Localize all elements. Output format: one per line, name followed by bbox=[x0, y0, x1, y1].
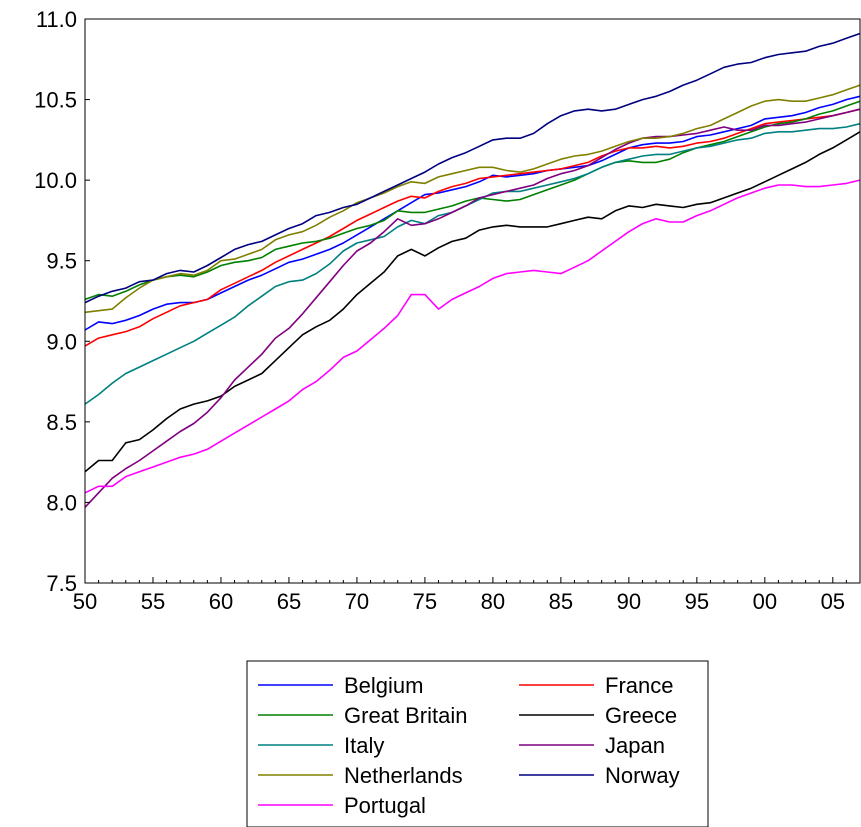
series-line-belgium bbox=[84, 95, 861, 331]
y-tick-label: 8.0 bbox=[46, 490, 77, 515]
legend-label: Great Britain bbox=[344, 703, 468, 728]
y-tick-label: 11.0 bbox=[36, 7, 77, 32]
x-tick-label: 75 bbox=[413, 589, 437, 614]
x-tick-label: 05 bbox=[821, 589, 845, 614]
series-line-japan bbox=[84, 108, 861, 508]
x-tick-label: 95 bbox=[685, 589, 709, 614]
legend-label: Italy bbox=[344, 733, 384, 758]
series-line-france bbox=[84, 108, 861, 347]
legend-label: Greece bbox=[605, 703, 677, 728]
x-tick-label: 60 bbox=[209, 589, 233, 614]
y-tick-label: 9.5 bbox=[46, 249, 77, 274]
series-line-portugal bbox=[84, 179, 861, 494]
x-tick-label: 00 bbox=[753, 589, 777, 614]
x-axis: 50 55 60 65 70 75 80 85 90 95 00 05 bbox=[73, 577, 861, 614]
y-axis: 7.5 8.0 8.5 9.0 9.5 10.0 10.5 11.0 bbox=[34, 7, 90, 596]
x-tick-label: 70 bbox=[345, 589, 369, 614]
x-tick-label: 80 bbox=[481, 589, 505, 614]
series-lines bbox=[84, 32, 861, 508]
y-tick-label: 7.5 bbox=[46, 571, 77, 596]
legend-label: Portugal bbox=[344, 793, 426, 818]
series-line-greece bbox=[84, 131, 861, 473]
legend-box bbox=[246, 660, 709, 827]
series-line-netherlands bbox=[84, 84, 861, 314]
series-line-great-britain bbox=[84, 100, 861, 301]
legend: Belgium France Great Britain Greece Italy Jap… bbox=[246, 660, 709, 827]
x-tick-label: 85 bbox=[549, 589, 573, 614]
legend-label: France bbox=[605, 673, 673, 698]
legend-label: Japan bbox=[605, 733, 665, 758]
series-line-italy bbox=[84, 122, 861, 405]
x-tick-label: 90 bbox=[617, 589, 641, 614]
x-tick-label: 50 bbox=[73, 589, 97, 614]
legend-label: Belgium bbox=[344, 673, 423, 698]
legend-label: Norway bbox=[605, 763, 680, 788]
y-tick-label: 10.0 bbox=[34, 168, 77, 193]
y-tick-label: 10.5 bbox=[34, 88, 77, 113]
x-tick-label: 55 bbox=[141, 589, 165, 614]
x-tick-label: 65 bbox=[277, 589, 301, 614]
y-tick-label: 9.0 bbox=[46, 329, 77, 354]
plot-frame bbox=[84, 18, 861, 584]
y-tick-label: 8.5 bbox=[46, 410, 77, 435]
legend-label: Netherlands bbox=[344, 763, 463, 788]
series-line-norway bbox=[84, 32, 861, 304]
